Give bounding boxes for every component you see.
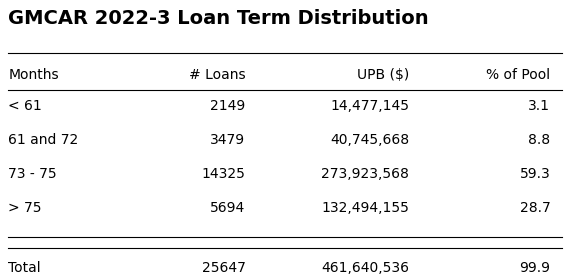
Text: 40,745,668: 40,745,668 [330, 133, 409, 147]
Text: 461,640,536: 461,640,536 [321, 261, 409, 275]
Text: 3479: 3479 [210, 133, 246, 147]
Text: 14,477,145: 14,477,145 [330, 99, 409, 113]
Text: 132,494,155: 132,494,155 [321, 201, 409, 215]
Text: Months: Months [9, 68, 59, 83]
Text: 25647: 25647 [202, 261, 246, 275]
Text: 28.7: 28.7 [519, 201, 550, 215]
Text: Total: Total [9, 261, 41, 275]
Text: 14325: 14325 [202, 167, 246, 181]
Text: 99.9: 99.9 [519, 261, 550, 275]
Text: % of Pool: % of Pool [486, 68, 550, 83]
Text: 273,923,568: 273,923,568 [321, 167, 409, 181]
Text: 73 - 75: 73 - 75 [9, 167, 57, 181]
Text: < 61: < 61 [9, 99, 42, 113]
Text: 8.8: 8.8 [528, 133, 550, 147]
Text: > 75: > 75 [9, 201, 42, 215]
Text: # Loans: # Loans [189, 68, 246, 83]
Text: 3.1: 3.1 [528, 99, 550, 113]
Text: 2149: 2149 [210, 99, 246, 113]
Text: 59.3: 59.3 [519, 167, 550, 181]
Text: 61 and 72: 61 and 72 [9, 133, 79, 147]
Text: GMCAR 2022-3 Loan Term Distribution: GMCAR 2022-3 Loan Term Distribution [9, 9, 429, 28]
Text: UPB ($): UPB ($) [357, 68, 409, 83]
Text: 5694: 5694 [210, 201, 246, 215]
